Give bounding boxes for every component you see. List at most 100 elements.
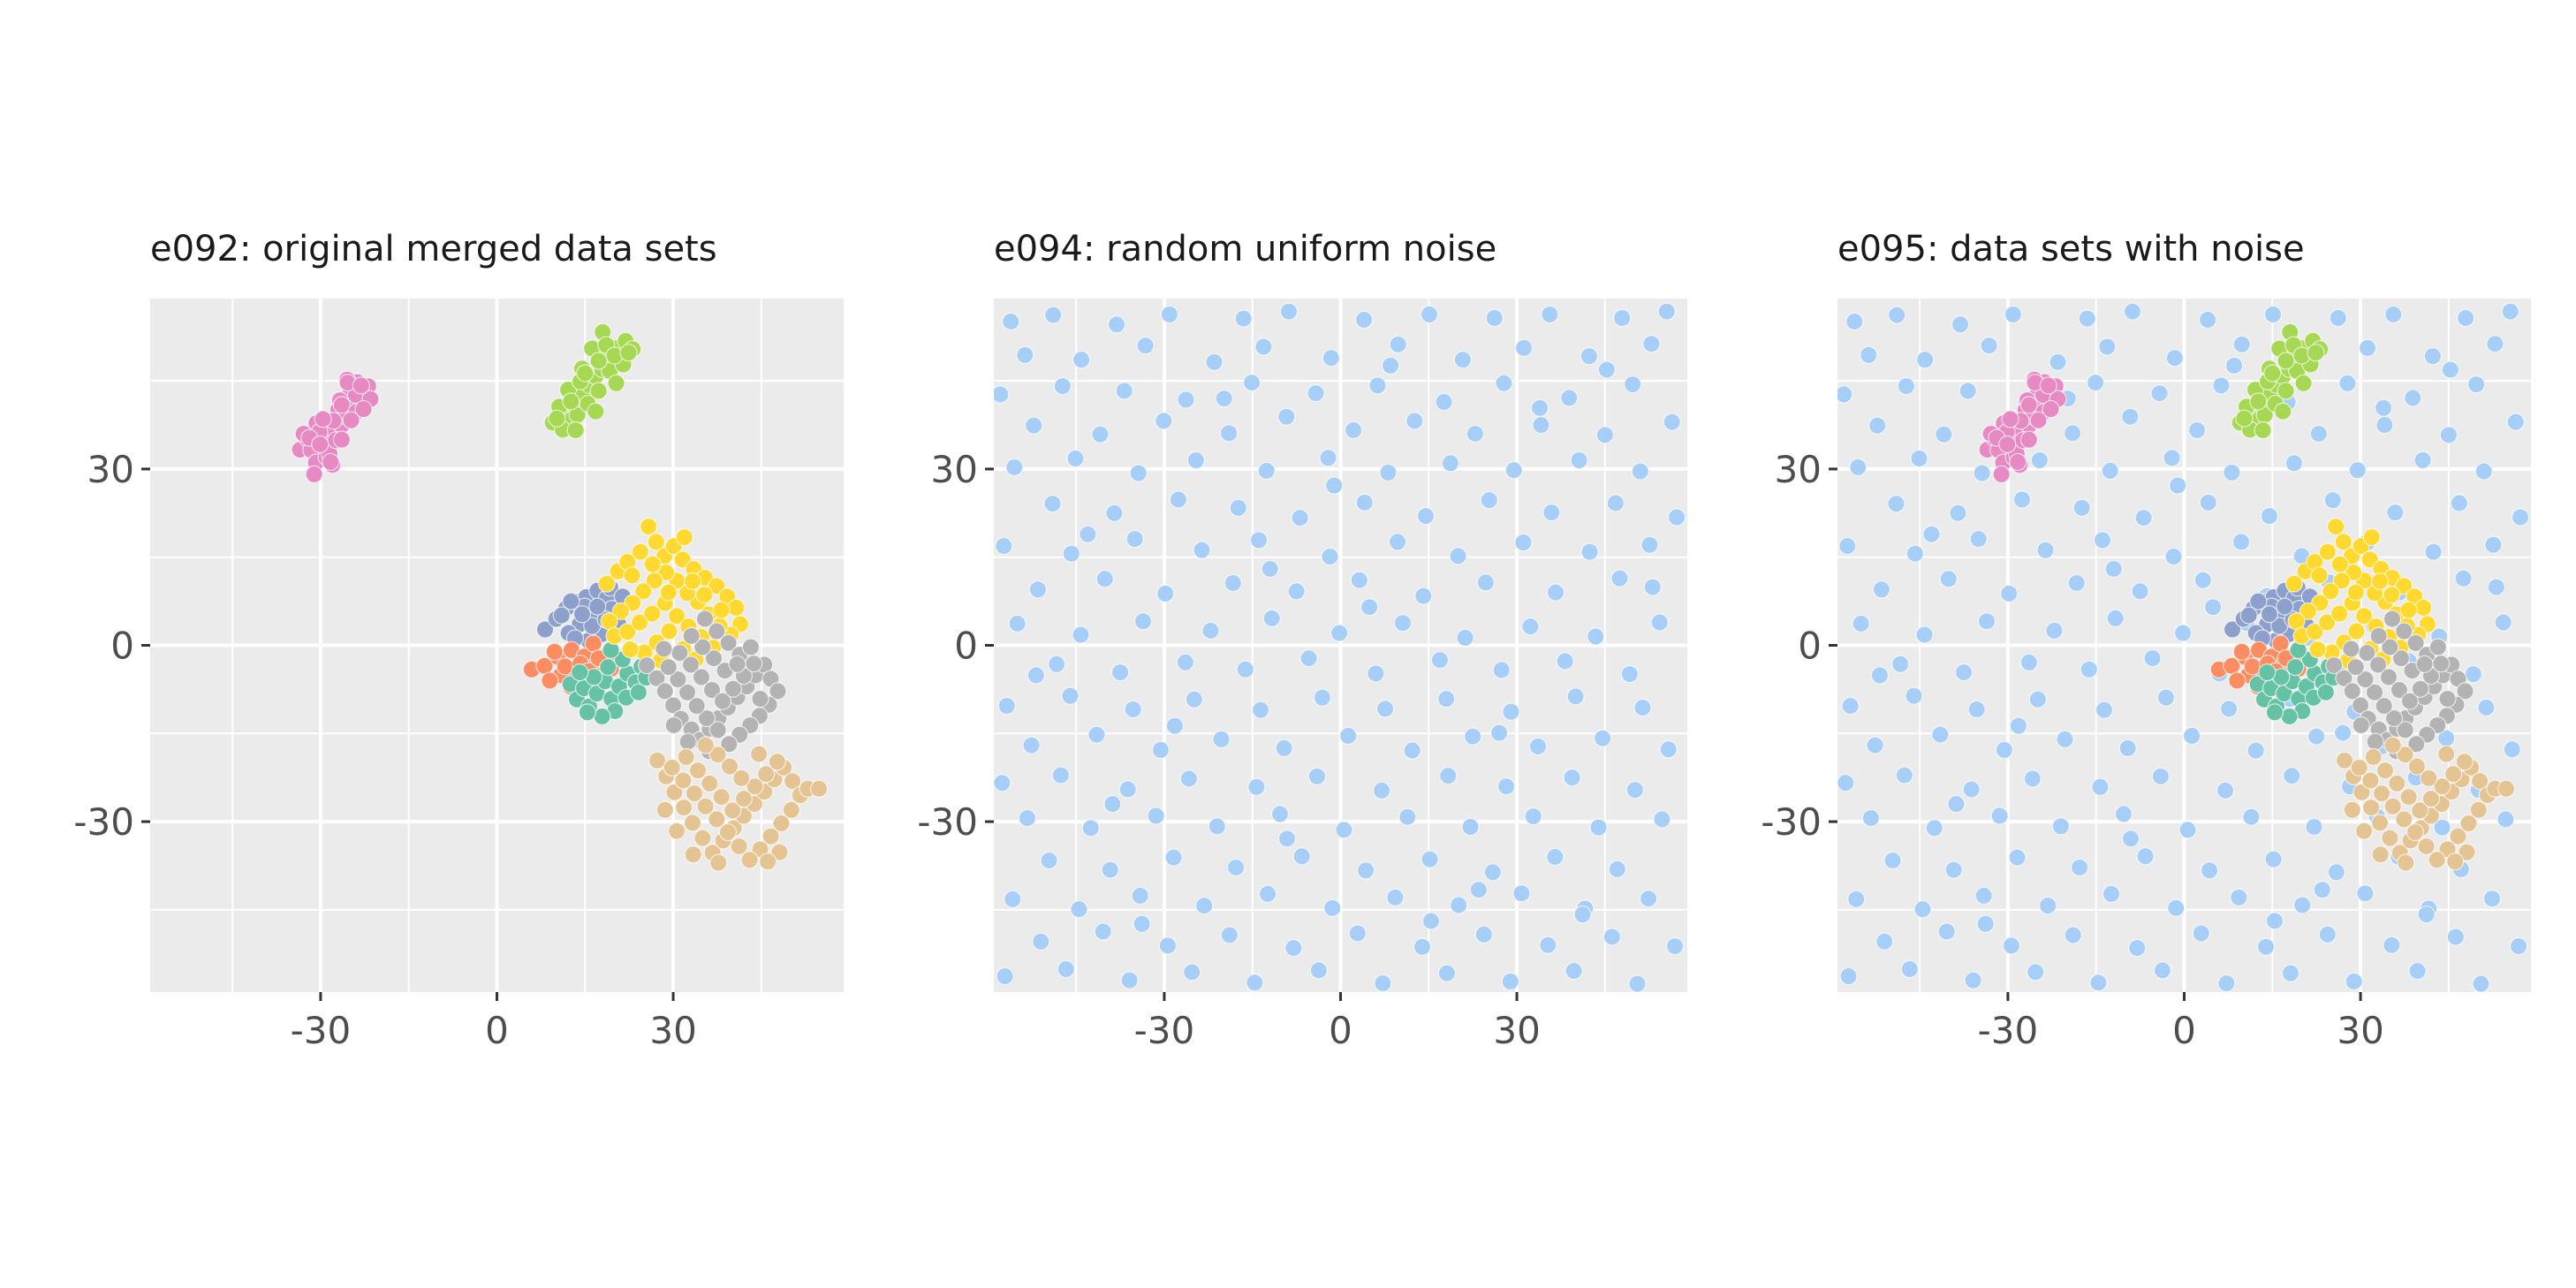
data-point-noise <box>2231 533 2251 551</box>
data-point-noise <box>1464 727 1482 746</box>
data-point-tan <box>683 814 702 832</box>
data-point-noise <box>2293 896 2312 914</box>
data-point-pink <box>2029 411 2048 429</box>
data-point-noise <box>1839 966 1858 986</box>
data-point-yellow <box>2318 613 2337 632</box>
data-point-noise <box>2503 740 2521 759</box>
data-point-noise <box>1299 649 1318 668</box>
data-point-noise <box>2323 491 2342 510</box>
data-point-yellow <box>2399 601 2418 619</box>
data-point-noise <box>1546 583 1565 602</box>
data-point-noise <box>1947 795 1966 814</box>
data-point-grey <box>2428 638 2447 656</box>
data-point-yellow <box>2334 533 2352 551</box>
x-tick-label: -30 <box>1134 1009 1195 1052</box>
data-point-noise <box>1270 805 1290 823</box>
data-point-noise <box>1556 652 1574 671</box>
data-point-noise <box>1962 780 1981 799</box>
data-point-green <box>587 402 605 420</box>
data-point-noise <box>2484 535 2503 554</box>
data-point-grey <box>2343 682 2361 701</box>
data-point-noise <box>2356 884 2375 903</box>
data-point-noise <box>2039 897 2057 915</box>
data-point-tan <box>2383 797 2402 815</box>
data-point-noise <box>1129 464 1148 482</box>
data-point-noise <box>2167 898 2186 917</box>
data-point-noise <box>2511 508 2530 527</box>
data-point-yellow <box>727 598 746 617</box>
data-point-noise <box>1131 886 1149 905</box>
data-point-noise <box>1883 851 1902 870</box>
data-point-noise <box>2417 905 2436 924</box>
data-point-noise <box>1613 308 1632 328</box>
data-point-noise <box>1845 312 1864 331</box>
data-point-noise <box>1120 971 1139 989</box>
data-point-grey <box>697 708 716 728</box>
data-point-noise <box>1528 737 1548 756</box>
data-point-noise <box>1456 628 1474 647</box>
data-point-noise <box>2327 863 2345 882</box>
data-point-noise <box>1461 817 1480 837</box>
data-point-noise <box>1345 420 1363 440</box>
data-point-noise <box>1667 508 1686 527</box>
data-point-tan <box>2388 774 2406 792</box>
data-point-tan <box>809 779 829 798</box>
data-point-noise <box>2131 582 2149 601</box>
data-point-tan <box>2421 790 2441 808</box>
data-point-noise <box>1887 495 1905 513</box>
data-point-noise <box>1870 666 1889 685</box>
data-point-noise <box>1837 385 1853 404</box>
data-point-teal <box>593 707 611 726</box>
data-point-noise <box>1368 376 1387 395</box>
data-point-noise <box>1542 504 1561 522</box>
data-point-tan <box>685 784 704 803</box>
data-point-noise <box>2384 305 2403 324</box>
data-point-noise <box>1580 347 1599 366</box>
data-point-noise <box>2383 936 2401 954</box>
data-point-noise <box>1008 614 1027 633</box>
data-point-yellow <box>695 586 714 604</box>
data-point-teal <box>571 663 589 682</box>
data-point-tan <box>2343 800 2361 819</box>
data-point-noise <box>1597 360 1616 379</box>
data-point-tan <box>2471 772 2489 791</box>
data-point-noise <box>1094 922 1112 941</box>
data-point-noise <box>2165 349 2184 367</box>
data-point-green <box>2249 392 2268 411</box>
data-point-tan <box>2375 761 2395 780</box>
data-point-grey <box>678 732 697 751</box>
data-point-noise <box>1360 598 1379 617</box>
data-point-tan <box>701 774 719 792</box>
data-point-noise <box>2242 807 2261 826</box>
data-point-noise <box>1313 688 1331 707</box>
data-point-noise <box>2009 716 2027 735</box>
data-point-noise <box>1110 663 1130 682</box>
points-layer <box>291 322 829 872</box>
data-point-noise <box>1261 559 1279 579</box>
data-point-green <box>2307 344 2325 362</box>
data-point-tan <box>2399 788 2418 807</box>
data-point-grey <box>708 622 726 640</box>
data-point-yellow <box>2354 607 2374 625</box>
data-point-grey <box>2356 670 2375 689</box>
data-point-grey <box>681 655 701 674</box>
data-point-noise <box>1062 544 1080 563</box>
data-point-noise <box>1589 818 1608 837</box>
data-point-noise <box>1136 337 1155 355</box>
data-point-noise <box>1861 808 1881 828</box>
data-point-noise <box>1307 384 1325 403</box>
data-point-tan <box>740 851 759 869</box>
data-point-blue <box>535 620 555 639</box>
data-point-noise <box>1028 580 1047 599</box>
data-point-noise <box>2345 972 2363 991</box>
data-point-noise <box>1875 932 1894 951</box>
data-point-noise <box>2265 912 2284 930</box>
data-point-noise <box>1164 848 1183 867</box>
data-point-noise <box>1606 494 1625 512</box>
data-point-tan <box>696 736 715 754</box>
data-point-noise <box>2201 861 2219 880</box>
data-point-noise <box>2036 541 2055 559</box>
data-point-noise <box>997 696 1016 716</box>
data-point-tan <box>667 822 686 840</box>
data-point-noise <box>1900 959 1919 979</box>
